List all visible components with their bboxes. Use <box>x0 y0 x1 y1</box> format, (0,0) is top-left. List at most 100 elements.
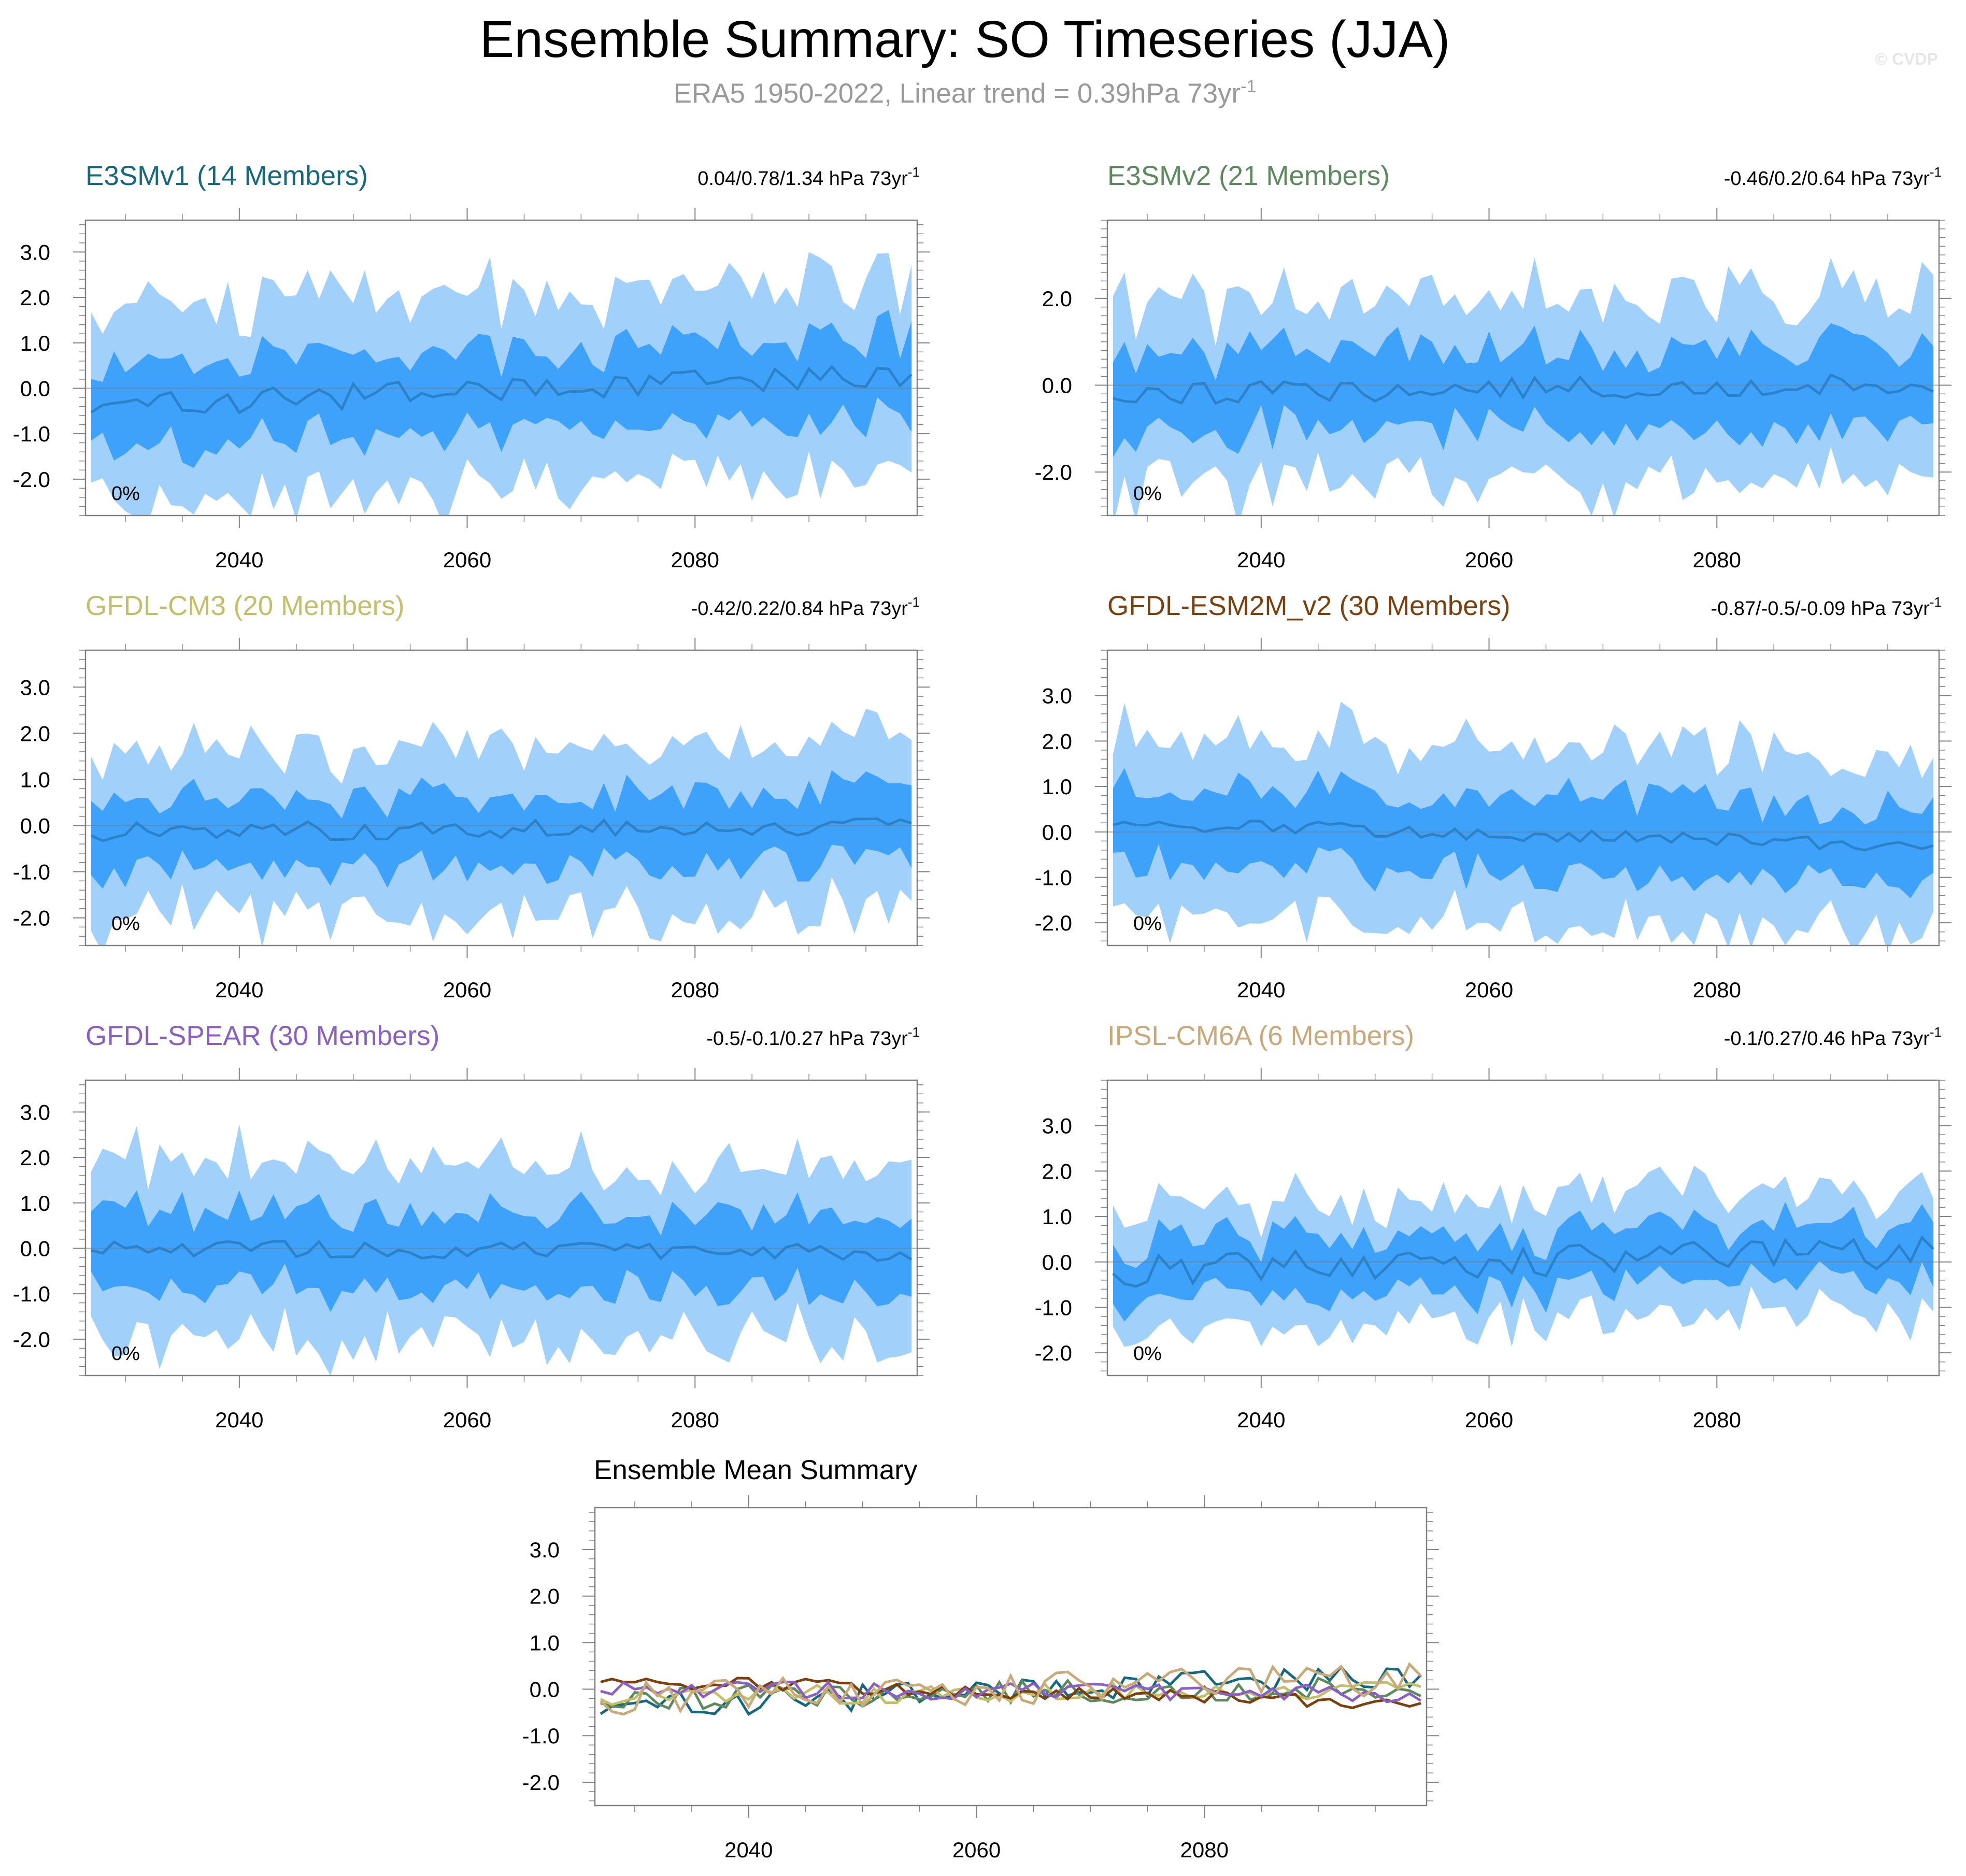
ensemble-mean-panel: Ensemble Mean Summary 3.0 2.0 1.0 0.0 -1.0 -2.… <box>522 1455 1439 1862</box>
mean-plot-area <box>600 1662 1422 1716</box>
model-panel-4: GFDL-SPEAR (30 Members) -0.5/-0.1/0.27 hP… <box>13 1021 930 1432</box>
panel-title: GFDL-CM3 (20 Members) <box>86 591 404 621</box>
trend-stats-superscript: -1 <box>1930 594 1942 610</box>
ensemble-mean-line <box>1113 820 1934 852</box>
ytick-label: -2.0 <box>13 467 50 492</box>
ytick-label: 1.0 <box>20 1191 50 1215</box>
xtick-label: 2060 <box>443 548 491 572</box>
ytick-label: 1.0 <box>1042 1205 1072 1229</box>
trend-stats-text: 0.04/0.78/1.34 hPa 73yr <box>697 168 908 190</box>
trend-stats-superscript: -1 <box>1930 164 1942 180</box>
trend-stats-text: -0.46/0.2/0.64 hPa 73yr <box>1724 168 1930 190</box>
ensemble-mean-line <box>90 365 913 414</box>
panel-title: GFDL-SPEAR (30 Members) <box>86 1021 439 1051</box>
ytick-label: 2.0 <box>1042 287 1072 311</box>
mean-panel-title: Ensemble Mean Summary <box>594 1455 918 1485</box>
ytick-label: -2.0 <box>522 1770 560 1795</box>
xtick-label: 2040 <box>1237 548 1285 572</box>
panel-trend-stats: -0.87/-0.5/-0.09 hPa 73yr-1 <box>1711 594 1942 620</box>
xtick-label: 2060 <box>1465 1408 1513 1432</box>
plot-area <box>86 1124 917 1376</box>
ensemble-mean-line <box>1112 1235 1934 1288</box>
mean-plot-frame <box>594 1507 1428 1807</box>
xtick-label: 2080 <box>1693 978 1741 1002</box>
ytick-label: 1.0 <box>20 331 50 355</box>
ytick-label: 0.0 <box>20 376 50 400</box>
ytick-label: 2.0 <box>1042 729 1072 753</box>
xtick-label: 2080 <box>1693 1408 1741 1432</box>
ytick-label: 2.0 <box>20 1145 50 1170</box>
plot-area <box>86 708 917 946</box>
trend-stats-superscript: -1 <box>908 1024 920 1040</box>
xtick-label: 2080 <box>671 1408 719 1432</box>
ytick-label: 3.0 <box>20 1100 50 1124</box>
ytick-label: 0.0 <box>1042 1250 1072 1274</box>
plot-frame <box>84 1079 918 1377</box>
xtick-label: 2060 <box>952 1838 1001 1862</box>
percent-label: 0% <box>1133 483 1162 505</box>
ytick-label: 0.0 <box>1042 820 1072 844</box>
percent-label: 0% <box>1133 1343 1162 1365</box>
ytick-label: -1.0 <box>1035 1295 1072 1320</box>
model-panel-0: E3SMv1 (14 Members) 0.04/0.78/1.34 hPa 73… <box>13 161 930 572</box>
model-panel-3: GFDL-ESM2M_v2 (30 Members) -0.87/-0.5/-0.… <box>1035 591 1951 1002</box>
subtitle-text: ERA5 1950-2022, Linear trend = 0.39hPa 7… <box>674 78 1241 109</box>
panel-trend-stats: -0.5/-0.1/0.27 hPa 73yr-1 <box>706 1024 920 1050</box>
figure-title: Ensemble Summary: SO Timeseries (JJA) <box>480 10 1450 68</box>
inner-range-band <box>1113 768 1933 898</box>
ytick-label: -1.0 <box>13 1282 50 1306</box>
trend-stats-text: -0.42/0.22/0.84 hPa 73yr <box>691 598 908 620</box>
ytick-label: 2.0 <box>530 1584 560 1609</box>
series-line-gfdl-spear <box>600 1680 1422 1703</box>
xtick-label: 2040 <box>724 1838 773 1862</box>
ytick-label: 3.0 <box>20 675 50 699</box>
figure-subtitle: ERA5 1950-2022, Linear trend = 0.39hPa 7… <box>674 77 1257 109</box>
ensemble-mean-line <box>90 817 912 842</box>
ytick-label: 3.0 <box>530 1538 560 1562</box>
inner-range-band <box>91 1190 911 1312</box>
ensemble-mean-line <box>91 1239 913 1262</box>
panel-title: GFDL-ESM2M_v2 (30 Members) <box>1107 591 1511 621</box>
xtick-label: 2080 <box>671 978 719 1002</box>
panel-title: E3SMv2 (21 Members) <box>1107 161 1390 191</box>
panel-trend-stats: 0.04/0.78/1.34 hPa 73yr-1 <box>697 164 920 190</box>
ytick-label: 2.0 <box>1042 1159 1072 1183</box>
plot-area <box>1107 1165 1939 1347</box>
plot-area <box>86 252 917 515</box>
ytick-label: 1.0 <box>20 767 50 792</box>
panel-title: E3SMv1 (14 Members) <box>86 161 368 191</box>
percent-label: 0% <box>111 913 140 935</box>
ensemble-mean-line <box>1113 373 1934 405</box>
ytick-label: 3.0 <box>1042 684 1072 708</box>
xtick-label: 2060 <box>443 1408 491 1432</box>
ytick-label: -2.0 <box>13 1327 50 1352</box>
ytick-label: -2.0 <box>13 906 50 930</box>
plot-area <box>1107 257 1939 515</box>
ytick-label: -1.0 <box>522 1724 560 1748</box>
ytick-label: 0.0 <box>20 813 50 838</box>
xtick-label: 2080 <box>1180 1838 1229 1862</box>
xtick-label: 2040 <box>1237 1408 1285 1432</box>
inner-range-band <box>91 310 911 468</box>
subtitle-superscript: -1 <box>1241 77 1256 96</box>
xtick-label: 2040 <box>215 1408 263 1432</box>
ytick-label: 0.0 <box>20 1236 50 1261</box>
ytick-label: 3.0 <box>1042 1114 1072 1138</box>
trend-stats-superscript: -1 <box>908 594 920 610</box>
model-panel-2: GFDL-CM3 (20 Members) -0.42/0.22/0.84 hPa… <box>13 591 930 1002</box>
xtick-label: 2080 <box>1693 548 1741 572</box>
trend-stats-text: -0.87/-0.5/-0.09 hPa 73yr <box>1711 598 1930 620</box>
plot-frame <box>1106 649 1940 947</box>
ytick-label: -1.0 <box>1035 865 1072 890</box>
plot-area <box>1107 701 1939 946</box>
inner-range-band <box>91 770 911 889</box>
ytick-label: 1.0 <box>1042 775 1072 799</box>
ytick-label: 0.0 <box>1042 374 1072 398</box>
percent-label: 0% <box>111 483 140 505</box>
ytick-label: 1.0 <box>530 1631 560 1655</box>
plot-frame <box>84 219 918 517</box>
panel-grid: E3SMv1 (14 Members) 0.04/0.78/1.34 hPa 73… <box>13 161 1951 1432</box>
panel-title: IPSL-CM6A (6 Members) <box>1107 1021 1414 1051</box>
plot-frame <box>1106 1079 1940 1377</box>
